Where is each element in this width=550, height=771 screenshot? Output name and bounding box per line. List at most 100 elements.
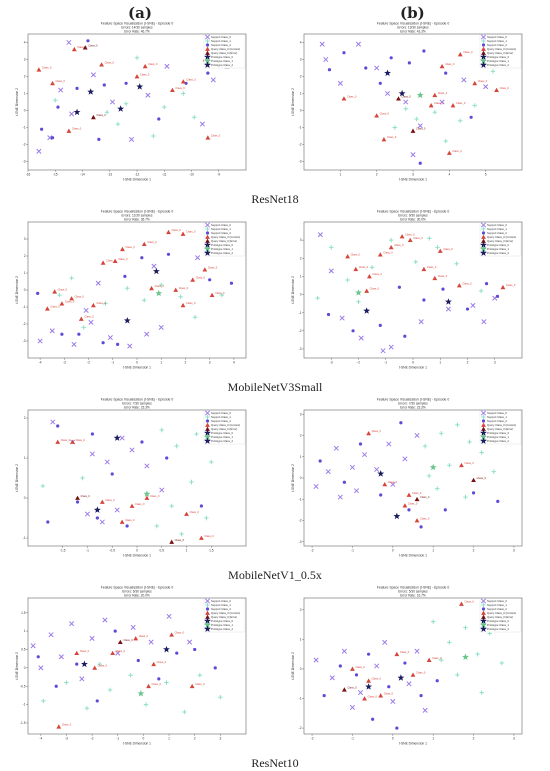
row-caption-resnet18: ResNet18 [251,192,299,206]
query-point-label: Class_0 [401,94,411,98]
query-point-correct [472,80,478,86]
prototype-star-class-1 [137,689,145,697]
support-point-class-2 [46,520,50,524]
query-point-correct [406,492,412,497]
query-point-label: Class_0 [372,272,382,276]
support-point-class-0 [36,148,42,154]
legend-entry-label: Query Class_0 (Error) [487,615,513,619]
query-point-correct [66,128,72,133]
x-tick-label: 3 [513,549,515,553]
legend-marker [481,422,486,427]
y-tick-label: 3 [300,58,302,62]
x-tick-label: 0 [136,549,138,553]
query-point-label: Class_0 [432,656,442,660]
y-tick-label: -3 [23,160,26,164]
support-point-class-2 [441,287,445,291]
query-point-error [341,687,347,692]
query-point-label: Class_0 [175,86,185,90]
support-point-class-0 [114,507,120,513]
query-point-correct [459,601,464,606]
chart-title: Feature Space Visualization (t-SNE) - Ep… [101,210,174,214]
x-tick-label: 3 [209,361,211,365]
legend-entry-label: Prototype Class_2 [211,251,233,255]
support-point-class-0 [89,451,95,457]
support-point-class-2 [465,307,470,311]
support-point-class-1 [427,236,432,241]
support-point-class-0 [71,341,77,347]
legend-entry-label: Prototype Class_0 [211,243,233,247]
x-tick-label: 3 [219,737,221,741]
support-point-class-2 [379,493,383,497]
legend-entry-label: Support Class_0 [211,411,231,415]
support-point-class-1 [179,531,184,537]
support-point-class-0 [199,121,205,127]
query-point-error [75,495,80,500]
y-tick-label: 4 [24,41,26,45]
query-point-label: Class_0 [84,315,94,319]
support-point-class-0 [341,648,347,654]
query-point-error [169,539,175,544]
legend-marker [481,50,486,55]
support-point-class-0 [119,435,125,441]
query-point-correct [99,62,104,67]
legend-marker [481,226,486,232]
support-point-class-1 [181,91,186,96]
y-tick-label: 1 [24,456,26,460]
x-tick-label: -0.5 [109,549,115,553]
y-tick-label: -2 [23,143,26,147]
query-point-correct [439,63,445,69]
support-point-class-2 [422,298,426,302]
support-point-class-2 [56,424,60,428]
chart-subtitle: Errors: 7/30 samples [398,402,428,406]
support-point-class-2 [140,256,144,260]
x-axis-label: t-SNE Dimension 1 [399,742,427,746]
query-point-label: Class_0 [139,634,149,638]
scatter-plot: Feature Space Visualization (t-SNE) - Ep… [15,586,247,746]
support-point-class-0 [355,41,362,47]
support-point-class-0 [319,41,325,47]
prototype-star-class-0 [397,674,405,681]
support-point-class-2 [397,285,401,289]
legend-marker [481,414,486,420]
prototype-star-class-1 [143,490,151,497]
y-tick-label: -2 [299,726,302,730]
chart-error-rate: Error Rate: 46.7% [124,30,150,34]
support-point-class-0 [109,99,116,105]
support-point-class-0 [374,663,380,669]
support-point-class-2 [184,81,188,85]
prototype-star-class-0 [384,69,391,77]
support-point-class-0 [66,39,72,46]
chart-error-rate: Error Rate: 16.7% [400,594,426,598]
support-point-class-2 [435,679,439,683]
query-point-correct [146,683,151,689]
support-point-class-0 [95,280,101,286]
y-tick-label: 0 [24,109,26,113]
chart-subtitle: Errors: 7/30 samples [122,402,152,406]
legend-marker [205,602,210,608]
chart-panel-resnet18-a: Feature Space Visualization (t-SNE) - Ep… [12,20,262,192]
x-tick-label: -2 [311,737,314,741]
x-tick-label: -1 [351,737,354,741]
support-point-class-1 [142,298,147,303]
support-point-class-0 [385,90,391,97]
support-point-class-1 [439,431,444,436]
support-point-class-1 [439,657,444,663]
query-point-correct [410,672,416,677]
legend-marker [205,610,210,615]
legend-marker [204,429,211,436]
legend-marker [481,602,486,608]
x-axis-label: t-SNE Dimension 1 [123,554,151,558]
prototype-star-class-2 [113,434,121,441]
query-point-correct [209,292,215,298]
support-point-class-2 [199,504,204,508]
y-tick-label: -2 [299,519,302,523]
support-point-class-1 [182,709,187,715]
support-point-class-0 [414,648,420,654]
x-tick-label: 4 [233,361,235,365]
query-point-correct [407,237,413,243]
legend-marker [480,625,487,632]
support-point-class-1 [472,103,477,108]
y-tick-label: 2 [300,256,302,260]
support-point-class-2 [75,662,79,666]
